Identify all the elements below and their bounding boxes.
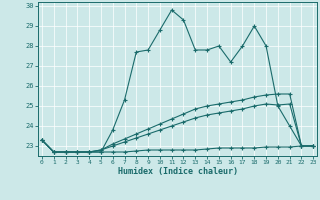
X-axis label: Humidex (Indice chaleur): Humidex (Indice chaleur) bbox=[118, 167, 238, 176]
